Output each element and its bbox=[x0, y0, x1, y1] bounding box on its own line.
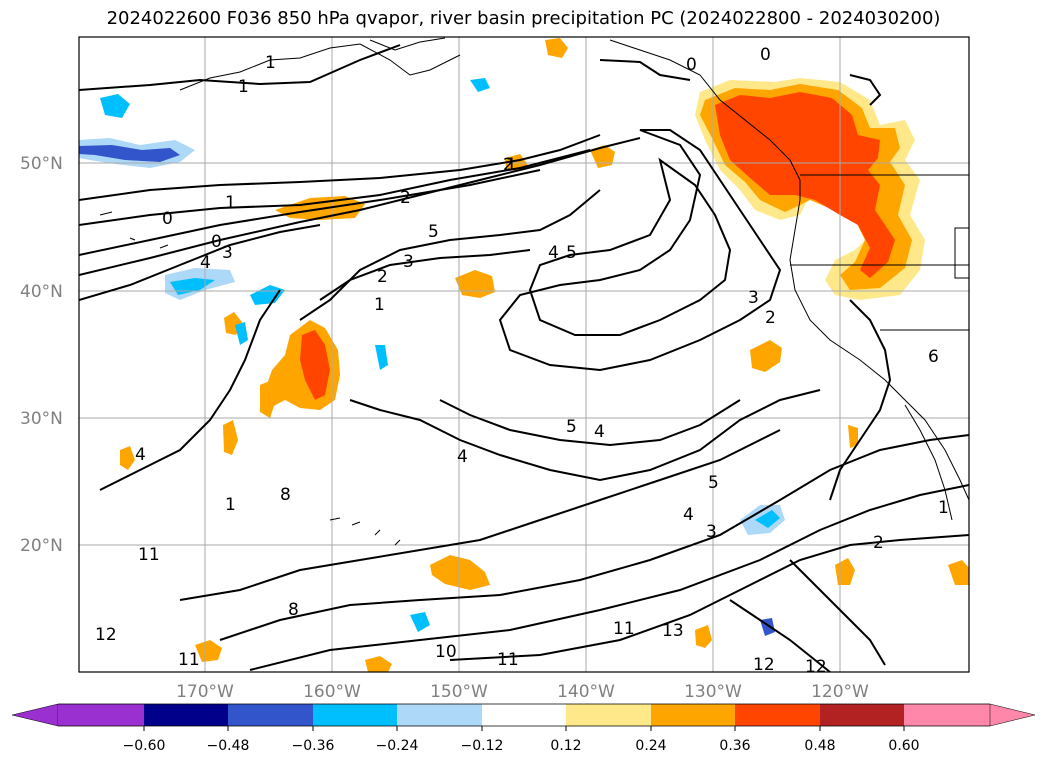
colorbar-label: 0.48 bbox=[804, 738, 835, 754]
lat-label-50n: 50°N bbox=[20, 154, 63, 174]
lat-label-30n: 30°N bbox=[20, 409, 63, 429]
map-plot-area: 1 0 0 1 2 0 1 1 0 3 4 5 2 3 2 1 4 5 3 2 … bbox=[79, 37, 969, 677]
colorbar-label: −0.36 bbox=[292, 738, 335, 754]
contour-label: 1 bbox=[225, 193, 236, 213]
colorbar-segment bbox=[735, 704, 820, 726]
colorbar-label: −0.24 bbox=[376, 738, 419, 754]
map-frame bbox=[78, 36, 970, 673]
lat-label-40n: 40°N bbox=[20, 282, 63, 302]
contour-label: 5 bbox=[566, 417, 577, 437]
contour-label: 12 bbox=[753, 655, 775, 675]
colorbar: −0.60 −0.48 −0.36 −0.24 −0.12 0.12 0.24 … bbox=[11, 703, 1036, 754]
contour-label: 0 bbox=[686, 55, 697, 75]
coastlines bbox=[99, 37, 969, 546]
contour-label: 4 bbox=[200, 253, 211, 273]
contour-label: 5 bbox=[566, 243, 577, 263]
colorbar-label: −0.12 bbox=[461, 738, 504, 754]
lat-label-20n: 20°N bbox=[20, 536, 63, 556]
contour-label: 4 bbox=[457, 447, 468, 467]
colorbar-label: 0.60 bbox=[888, 738, 919, 754]
lon-label-140w: 140°W bbox=[557, 682, 615, 702]
colorbar-label: 0.12 bbox=[550, 738, 581, 754]
contour-label: 2 bbox=[377, 267, 388, 287]
contour-label: 3 bbox=[403, 252, 414, 272]
contour-label: 8 bbox=[280, 485, 291, 505]
contour-label: 2 bbox=[873, 533, 884, 553]
lon-label-150w: 150°W bbox=[430, 682, 488, 702]
contour-labels: 1 0 0 1 2 0 1 1 0 3 4 5 2 3 2 1 4 5 3 2 … bbox=[95, 45, 949, 677]
contour-label: 1 bbox=[265, 53, 276, 73]
lon-label-130w: 130°W bbox=[684, 682, 742, 702]
contour-label: 0 bbox=[162, 209, 173, 229]
contour-label: 1 bbox=[225, 495, 236, 515]
contour-label: 0 bbox=[760, 45, 771, 65]
contour-label: 11 bbox=[138, 545, 160, 565]
contour-label: 2 bbox=[503, 155, 514, 175]
contour-label: 12 bbox=[805, 657, 827, 677]
contour-label: 5 bbox=[708, 473, 719, 493]
map-title: 2024022600 F036 850 hPa qvapor, river ba… bbox=[106, 8, 941, 29]
colorbar-segment bbox=[397, 704, 482, 726]
contour-label: 4 bbox=[135, 445, 146, 465]
contour-label: 1 bbox=[238, 77, 249, 97]
contour-label: 1 bbox=[374, 295, 385, 315]
contour-label: 4 bbox=[548, 243, 559, 263]
contour-label: 3 bbox=[222, 243, 233, 263]
contour-label: 2 bbox=[400, 188, 411, 208]
contour-label: 4 bbox=[683, 505, 694, 525]
colorbar-label: 0.36 bbox=[719, 738, 750, 754]
qvapor-contours bbox=[79, 44, 969, 672]
colorbar-segment bbox=[904, 704, 990, 726]
colorbar-segment bbox=[482, 704, 566, 726]
contour-label: 2 bbox=[765, 308, 776, 328]
colorbar-segment bbox=[144, 704, 228, 726]
longitude-labels: 170°W 160°W 150°W 140°W 130°W 120°W bbox=[176, 682, 869, 702]
contour-label: 11 bbox=[178, 650, 200, 670]
contour-label: 13 bbox=[662, 621, 684, 641]
contour-label: 0 bbox=[211, 232, 222, 252]
colorbar-segment bbox=[313, 704, 397, 726]
contour-label: 1 bbox=[938, 498, 949, 518]
contour-label: 5 bbox=[428, 222, 439, 242]
precip-shading-positive bbox=[120, 38, 969, 672]
colorbar-ticks bbox=[143, 726, 905, 731]
lon-label-170w: 170°W bbox=[176, 682, 234, 702]
colorbar-segment bbox=[989, 703, 1036, 727]
contour-label: 4 bbox=[594, 422, 605, 442]
lon-label-120w: 120°W bbox=[811, 682, 869, 702]
colorbar-segment bbox=[11, 703, 59, 727]
contour-label: 3 bbox=[706, 522, 717, 542]
colorbar-segment bbox=[566, 704, 651, 726]
colorbar-label: 0.24 bbox=[635, 738, 666, 754]
colorbar-segment bbox=[820, 704, 904, 726]
contour-label: 1 bbox=[506, 155, 517, 175]
contour-label: 3 bbox=[748, 288, 759, 308]
contour-label: 10 bbox=[435, 642, 457, 662]
contour-label: 12 bbox=[95, 625, 117, 645]
colorbar-segment bbox=[651, 704, 735, 726]
colorbar-label: −0.48 bbox=[207, 738, 250, 754]
contour-label: 6 bbox=[928, 347, 939, 367]
colorbar-segment bbox=[228, 704, 313, 726]
contour-label: 8 bbox=[288, 600, 299, 620]
graticule bbox=[79, 37, 969, 672]
colorbar-label: −0.60 bbox=[123, 738, 166, 754]
contour-label: 11 bbox=[613, 619, 635, 639]
contour-label: 11 bbox=[497, 650, 519, 670]
latitude-labels: 50°N 40°N 30°N 20°N bbox=[20, 154, 63, 556]
lon-label-160w: 160°W bbox=[303, 682, 361, 702]
colorbar-segment bbox=[58, 704, 144, 726]
